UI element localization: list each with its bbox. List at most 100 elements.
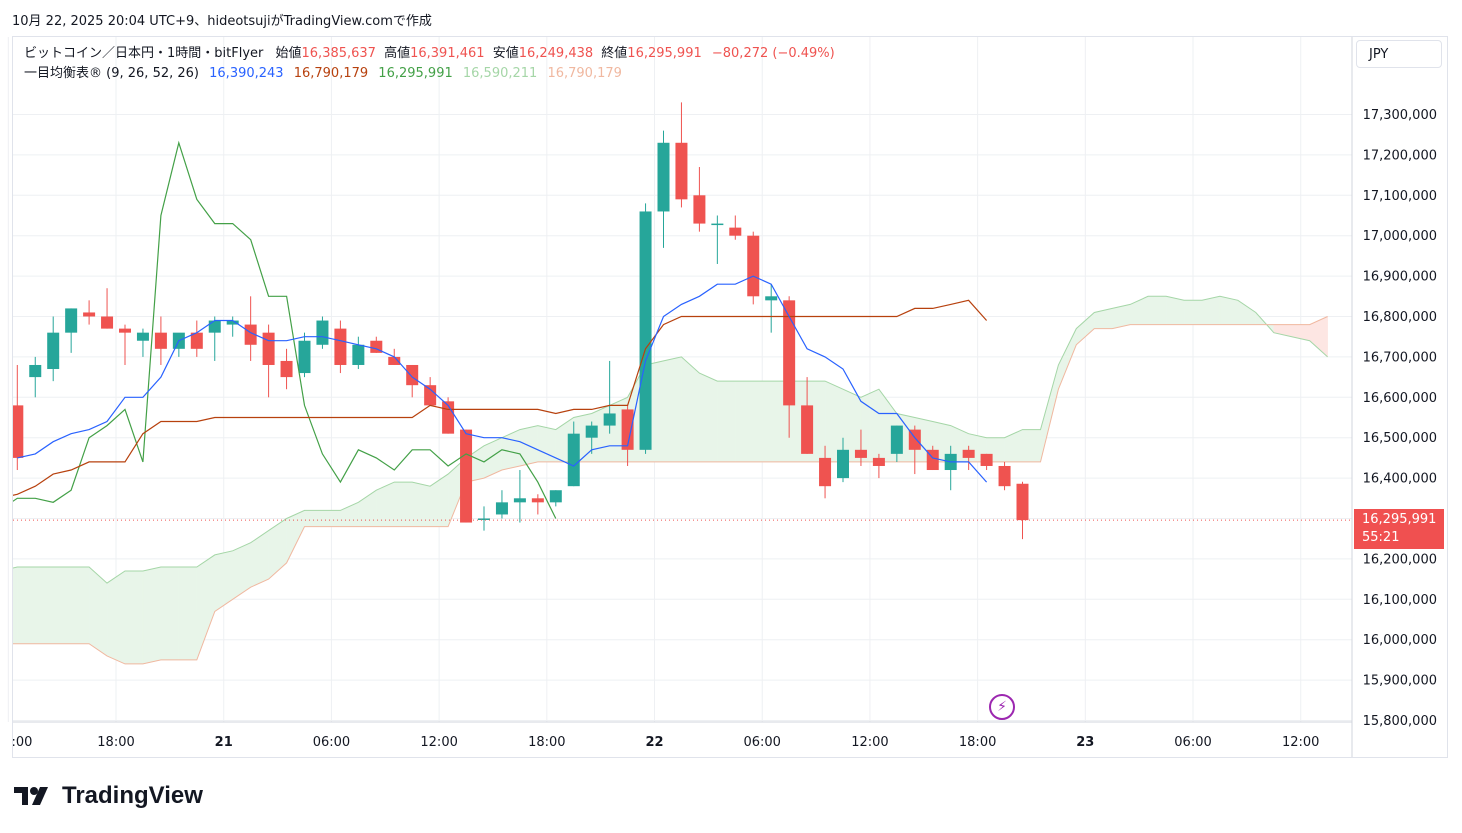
candle-body [854,449,867,458]
legend-spanb-value: 16,790,179 [547,66,622,81]
legend-open-label: 始値 [275,46,302,61]
legend-open-value: 16,385,637 [301,46,376,61]
y-tick-label: 17,000,000 [1363,229,1437,244]
candle-body [747,235,760,297]
x-tick-label: 12:00 [1282,735,1319,750]
candle-body [424,385,437,406]
y-tick-label: 17,100,000 [1363,189,1437,204]
senkou-span-b-line [13,316,1328,665]
cloud-segment [1309,316,1328,358]
candle-body [13,405,24,458]
candle-body [190,332,203,349]
candle-body [495,502,508,515]
cloud-segment [429,473,449,527]
x-tick-label: 18:00 [97,735,134,750]
y-tick-label: 16,100,000 [1363,593,1437,608]
cloud-segment [214,550,233,612]
header-timestamp: 10月 22, 2025 20:04 UTC+9、hideotsujiがTrad… [12,14,432,29]
tradingview-mark-icon [14,787,48,805]
candle-body [962,449,975,458]
cloud-segment [699,372,718,463]
candle-body [872,457,885,466]
y-tick-label: 17,300,000 [1363,108,1437,123]
candle-body [154,332,167,349]
legend-symbol[interactable]: ビットコイン／日本円・1時間・bitFlyer [24,46,264,61]
x-tick-label: 06:00 [313,735,350,750]
chikou-span-line [13,140,557,519]
legend-row-ichimoku: 一目均衡表® (9, 26, 52, 26) 16,390,243 16,790… [24,64,835,84]
senkou-span-a-line [13,295,1328,584]
candle-body [136,332,149,341]
cloud-segment [663,356,682,463]
x-tick-label: 23 [1076,735,1094,750]
candle-body [352,344,365,365]
candle-body [765,296,778,301]
candle-body [47,332,60,370]
candle-body [711,223,724,226]
legend-close-label: 終値 [601,46,628,61]
y-tick-label: 17,200,000 [1363,148,1437,163]
candle-body [621,409,634,450]
cloud-segment [1022,429,1041,463]
legend-low-value: 16,249,438 [518,46,594,61]
candle-body [693,195,706,224]
brand-name: TradingView [62,782,203,809]
candle-body [729,227,742,236]
y-tick-label: 16,800,000 [1363,310,1437,325]
candle-body [603,413,616,426]
cloud-segment [52,566,72,644]
lightning-event-icon[interactable]: ⚡ [989,694,1015,720]
legend-spana-value: 16,590,211 [462,66,538,81]
legend-high-label: 高値 [384,46,411,61]
chart-legend: ビットコイン／日本円・1時間・bitFlyer 始値16,385,637 高値 1… [24,44,835,84]
cloud-segment [268,518,287,580]
cloud-segment [1165,295,1185,325]
x-tick-label: 21 [215,735,233,750]
legend-indicator-params: (9, 26, 52, 26) [106,66,199,81]
x-tick-label: 06:00 [743,735,780,750]
x-tick-label: 18:00 [528,735,565,750]
cloud-segment [160,566,180,661]
legend-close-value: 16,295,991 [627,46,702,61]
candle-body [280,360,293,378]
candle-body [585,425,598,438]
candle-body [83,312,96,317]
cloud-segment [1004,429,1023,463]
cloud-segment [196,554,215,660]
candle-body [119,328,131,333]
y-tick-label: 16,600,000 [1363,391,1437,406]
candle-body [980,453,993,466]
currency-button[interactable]: JPY [1356,40,1442,68]
cloud-segment [1147,296,1167,325]
y-tick-label: 16,500,000 [1363,431,1437,446]
candle-body [65,308,78,333]
candle-body [478,518,490,520]
chart-frame[interactable] [12,36,1448,758]
candle-body [819,457,832,487]
x-tick-label: :00 [12,735,33,750]
candle-body [1016,483,1029,521]
candle-body [226,320,239,325]
candle-body [657,142,670,212]
last-price-tag: 16,295,991 55:21 [1354,509,1444,549]
candle-body [208,320,221,333]
cloud-segment [232,542,251,600]
legend-row-ohlc: ビットコイン／日本円・1時間・bitFlyer 始値16,385,637 高値 1… [24,44,835,64]
candle-body [244,324,257,345]
candle-body [316,320,329,345]
candle-body [549,490,562,503]
legend-indicator-name[interactable]: 一目均衡表® [24,66,103,81]
candle-body [101,316,114,329]
cloud-segment [106,570,126,665]
candle-body [531,498,544,503]
x-tick-label: 18:00 [959,735,996,750]
candle-body [998,465,1011,487]
y-tick-label: 15,800,000 [1363,714,1437,729]
cloud-segment [1183,300,1203,325]
cloud-segment [286,510,305,564]
cloud-segment [1201,295,1221,325]
tradingview-logo: TradingView [14,782,203,810]
x-tick-label: 12:00 [851,735,888,750]
y-tick-label: 16,700,000 [1363,350,1437,365]
